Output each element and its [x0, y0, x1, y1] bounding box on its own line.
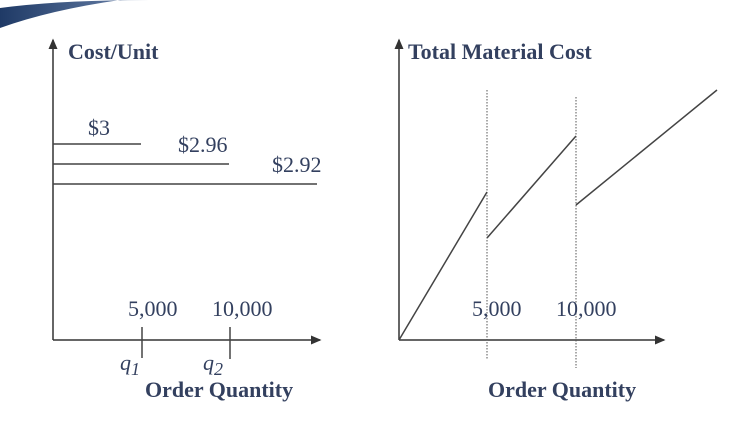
- break-label: 5,000: [472, 296, 522, 321]
- cost-segment-3: [575, 89, 718, 206]
- break-label: 10,000: [556, 296, 617, 321]
- price-label: $2.92: [272, 152, 322, 177]
- break-label: 5,000: [128, 296, 178, 321]
- cost-segment-1: [398, 191, 488, 341]
- x-axis-label: Order Quantity: [488, 377, 636, 402]
- cost-segment-2: [486, 135, 577, 239]
- banner-swoosh: [0, 0, 150, 28]
- price-label: $3: [88, 115, 110, 140]
- total-material-cost-chart: Total Material Cost 5,000 10,000 Order Q…: [394, 38, 718, 402]
- y-axis-label: Cost/Unit: [68, 39, 159, 64]
- x-axis-label: Order Quantity: [145, 377, 293, 402]
- y-axis-label: Total Material Cost: [408, 39, 592, 64]
- break-label: 10,000: [212, 296, 273, 321]
- q1-symbol: q1: [120, 350, 140, 379]
- q2-symbol: q2: [203, 350, 223, 379]
- price-label: $2.96: [178, 132, 228, 157]
- cost-per-unit-chart: Cost/Unit $3 $2.96 $2.92 5,000 10,000 q1…: [48, 38, 322, 402]
